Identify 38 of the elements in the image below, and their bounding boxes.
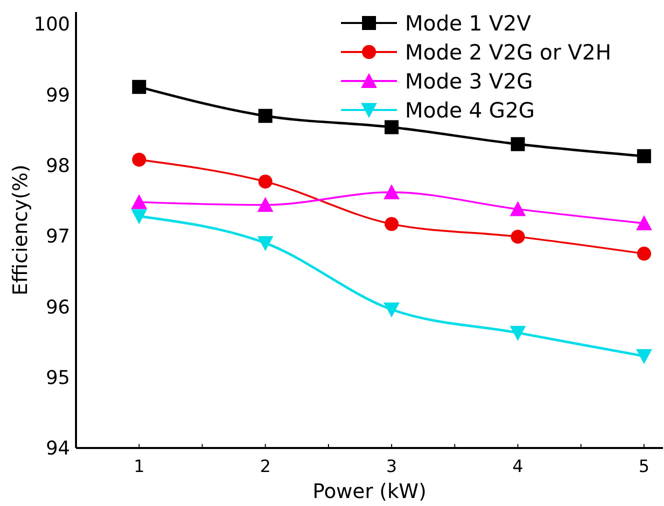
point: [258, 174, 272, 189]
point: [384, 184, 400, 200]
point: [384, 120, 399, 134]
x-tick-label: 1: [134, 457, 145, 477]
point: [384, 216, 399, 231]
point: [637, 149, 652, 164]
point: [132, 152, 146, 167]
y-tick-label: 98: [46, 154, 70, 177]
point: [131, 194, 148, 210]
y-tick-label: 94: [46, 438, 70, 460]
point: [384, 302, 400, 318]
point: [257, 196, 274, 212]
x-tick-label: 4: [512, 457, 524, 477]
y-tick-label: 99: [46, 84, 70, 106]
point: [636, 349, 652, 364]
legend-label: Mode 4 G2G: [405, 98, 535, 122]
point: [132, 80, 146, 94]
legend-label: Mode 2 V2G or V2H: [405, 40, 612, 64]
y-tick-label: 96: [46, 296, 70, 318]
legend-label: Mode 1 V2V: [405, 11, 532, 36]
y-tick-label: 97: [46, 226, 70, 248]
point: [510, 326, 526, 341]
legend-label: Mode 3 V2G: [405, 69, 533, 94]
point: [510, 201, 526, 216]
y-tick-label: 95: [46, 366, 70, 389]
y-tick-label: 100: [34, 14, 70, 36]
point: [257, 236, 274, 252]
point: [131, 209, 148, 224]
point: [636, 215, 652, 230]
y-axis-title: Efficiency(%): [8, 164, 32, 296]
x-axis-title: Power (kW): [312, 479, 426, 503]
x-tick-label: 5: [638, 457, 650, 477]
x-tick-label: 3: [386, 457, 398, 477]
point: [510, 230, 525, 244]
x-tick-label: 2: [260, 457, 271, 477]
point: [258, 108, 272, 123]
point: [510, 137, 525, 152]
point: [637, 246, 652, 261]
